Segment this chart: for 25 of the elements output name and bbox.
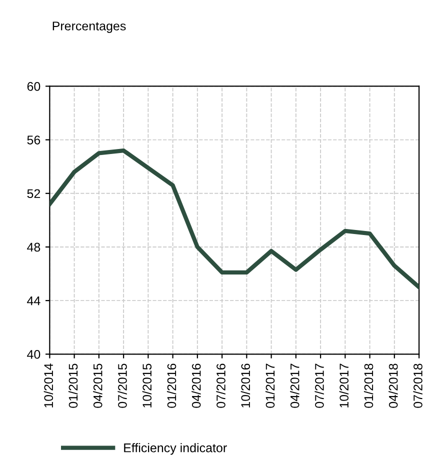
x-tick-label: 04/2018 xyxy=(388,364,398,408)
x-tick-label: 10/2016 xyxy=(240,364,250,408)
x-tick-label: 07/2017 xyxy=(314,364,324,408)
y-tick-label: 52 xyxy=(27,189,40,198)
x-tick-label: 07/2015 xyxy=(118,364,127,408)
y-tick-label: 44 xyxy=(27,296,40,306)
x-tick-label: 04/2017 xyxy=(290,364,300,408)
x-tick-label: 01/2015 xyxy=(68,364,78,408)
x-tick-label: 10/2015 xyxy=(142,364,152,408)
x-tick-label: 10/2017 xyxy=(339,364,349,408)
y-tick-label: 40 xyxy=(27,350,40,359)
x-tick-label: 10/2014 xyxy=(44,364,54,408)
y-tick-label: 56 xyxy=(27,136,40,144)
x-tick-label: 01/2017 xyxy=(265,364,275,408)
x-tick-label: 07/2018 xyxy=(413,364,422,408)
line-series xyxy=(50,148,420,290)
legend-label: Efficiency indicator xyxy=(124,443,227,455)
x-tick-label: 04/2015 xyxy=(93,364,102,408)
y-axis-title: Prercentages xyxy=(52,22,126,33)
x-tick-label: 04/2016 xyxy=(192,364,201,408)
x-tick-label: 01/2018 xyxy=(364,364,374,408)
x-tick-label: 07/2016 xyxy=(216,364,226,408)
x-tick-label: 01/2016 xyxy=(166,364,176,408)
y-tick-label: 60 xyxy=(27,82,40,91)
y-tick-label: 48 xyxy=(27,242,40,252)
